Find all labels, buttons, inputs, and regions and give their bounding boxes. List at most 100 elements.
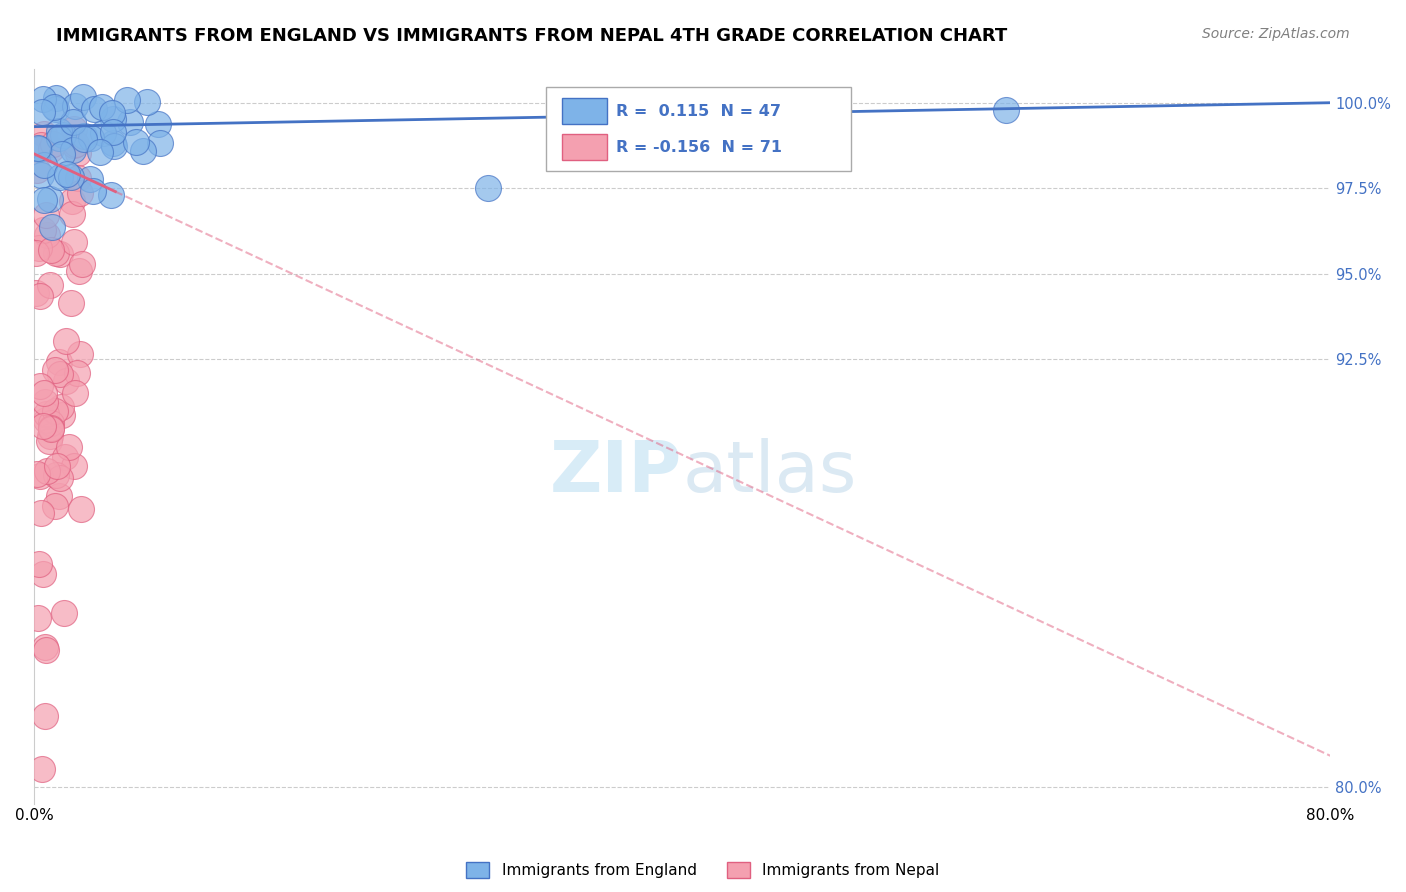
Point: [59, 170, 82, 185]
Point: [52, 606, 75, 620]
Point: [62, 459, 84, 474]
Point: [131, 145, 153, 159]
Point: [62, 115, 84, 129]
Point: [62, 235, 84, 250]
Point: [69, 186, 91, 200]
FancyBboxPatch shape: [547, 87, 851, 171]
Point: [25, 467, 48, 482]
Text: Source: ZipAtlas.com: Source: ZipAtlas.com: [1202, 27, 1350, 41]
Point: [49, 246, 72, 260]
Point: [60, 296, 83, 310]
Point: [32, 158, 55, 172]
Point: [51, 409, 73, 423]
Point: [72, 89, 94, 103]
Point: [45, 458, 67, 473]
Point: [60, 194, 83, 208]
Point: [30, 469, 52, 483]
Point: [60, 207, 83, 221]
Point: [35, 227, 58, 242]
Point: [49, 471, 72, 485]
Point: [27, 611, 49, 625]
Point: [62, 121, 84, 136]
Point: [49, 400, 72, 414]
Point: [89, 145, 111, 159]
Point: [100, 188, 122, 202]
Point: [90, 100, 112, 114]
Point: [66, 366, 89, 380]
Point: [101, 136, 124, 151]
Point: [48, 124, 70, 138]
Point: [38, 434, 60, 449]
Point: [41, 220, 63, 235]
Point: [65, 136, 87, 151]
Point: [83, 102, 105, 116]
Text: IMMIGRANTS FROM ENGLAND VS IMMIGRANTS FROM NEPAL 4TH GRADE CORRELATION CHART: IMMIGRANTS FROM ENGLAND VS IMMIGRANTS FR…: [56, 27, 1008, 45]
Point: [39, 243, 62, 257]
Point: [149, 136, 172, 150]
Point: [45, 102, 67, 116]
Point: [25, 163, 48, 178]
Point: [45, 246, 67, 260]
Point: [103, 138, 125, 153]
Point: [48, 489, 70, 503]
Point: [32, 566, 55, 581]
Point: [115, 94, 138, 108]
Point: [32, 418, 55, 433]
Point: [32, 386, 55, 401]
Point: [101, 124, 124, 138]
Point: [125, 136, 148, 150]
Point: [49, 169, 72, 184]
Point: [66, 170, 89, 185]
Point: [24, 246, 46, 260]
Point: [37, 464, 59, 478]
FancyBboxPatch shape: [562, 98, 607, 124]
Point: [55, 375, 77, 389]
Point: [63, 137, 86, 152]
Point: [30, 168, 52, 182]
Point: [69, 347, 91, 361]
Point: [51, 146, 73, 161]
Legend: Immigrants from England, Immigrants from Nepal: Immigrants from England, Immigrants from…: [460, 856, 946, 884]
Point: [44, 499, 66, 513]
Point: [39, 422, 62, 436]
Point: [32, 127, 55, 141]
Point: [48, 367, 70, 381]
Point: [34, 394, 56, 409]
Point: [73, 128, 96, 143]
Point: [28, 558, 51, 572]
Point: [32, 92, 55, 106]
Point: [101, 106, 124, 120]
Point: [995, 103, 1018, 117]
Point: [35, 413, 58, 427]
Point: [58, 440, 80, 454]
Point: [35, 407, 58, 421]
Point: [35, 208, 58, 222]
Point: [80, 130, 103, 145]
Point: [35, 642, 58, 657]
Point: [44, 362, 66, 376]
Point: [27, 141, 49, 155]
Point: [32, 193, 55, 207]
Point: [91, 126, 114, 140]
Point: [39, 416, 62, 430]
Point: [62, 143, 84, 157]
Point: [34, 709, 56, 723]
Point: [45, 467, 67, 482]
Point: [55, 334, 77, 348]
Text: R = -0.156  N = 71: R = -0.156 N = 71: [616, 140, 782, 154]
Point: [118, 115, 141, 129]
Point: [73, 132, 96, 146]
Point: [41, 421, 63, 435]
Point: [30, 288, 52, 302]
Point: [79, 171, 101, 186]
Point: [135, 95, 157, 109]
Point: [32, 222, 55, 236]
Point: [63, 386, 86, 401]
Point: [28, 241, 51, 255]
Point: [27, 142, 49, 156]
Text: atlas: atlas: [682, 438, 856, 508]
Text: R =  0.115  N = 47: R = 0.115 N = 47: [616, 103, 782, 119]
Point: [477, 181, 499, 195]
Point: [41, 137, 63, 152]
Point: [30, 379, 52, 393]
